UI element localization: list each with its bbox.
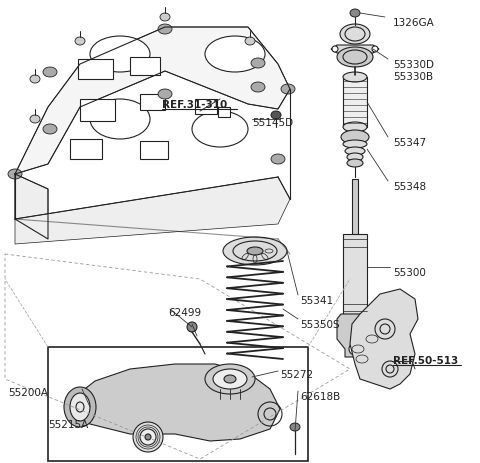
Ellipse shape — [271, 155, 285, 165]
Bar — [343, 234, 367, 314]
Ellipse shape — [343, 141, 367, 149]
Text: 55272: 55272 — [280, 369, 313, 379]
Ellipse shape — [245, 38, 255, 46]
Ellipse shape — [223, 238, 287, 265]
Ellipse shape — [224, 375, 236, 383]
Ellipse shape — [158, 90, 172, 100]
Ellipse shape — [251, 59, 265, 69]
Ellipse shape — [205, 37, 265, 73]
Ellipse shape — [345, 148, 365, 156]
Ellipse shape — [356, 355, 368, 363]
Text: 55330D: 55330D — [393, 60, 434, 70]
Ellipse shape — [247, 247, 263, 256]
Ellipse shape — [43, 68, 57, 78]
Ellipse shape — [160, 14, 170, 22]
Ellipse shape — [64, 387, 96, 427]
Text: REF.50-513: REF.50-513 — [393, 355, 458, 365]
Text: 55347: 55347 — [393, 138, 426, 148]
Text: 55300: 55300 — [393, 268, 426, 277]
Bar — [343, 78, 367, 128]
Text: 62618B: 62618B — [300, 391, 340, 401]
Bar — [80, 100, 115, 122]
Bar — [195, 100, 217, 115]
Ellipse shape — [75, 38, 85, 46]
Bar — [48, 347, 308, 461]
Ellipse shape — [145, 434, 151, 440]
Bar — [140, 95, 165, 111]
Text: 55145D: 55145D — [252, 118, 293, 128]
Ellipse shape — [290, 423, 300, 431]
Polygon shape — [337, 314, 373, 357]
Text: 55341: 55341 — [300, 295, 333, 305]
Polygon shape — [331, 46, 379, 54]
Text: 62499: 62499 — [168, 307, 201, 317]
Text: 55215A: 55215A — [48, 419, 88, 429]
Ellipse shape — [347, 154, 363, 162]
Ellipse shape — [340, 25, 370, 45]
Ellipse shape — [343, 123, 367, 133]
Ellipse shape — [43, 125, 57, 135]
Polygon shape — [15, 28, 290, 175]
Polygon shape — [15, 178, 290, 244]
Ellipse shape — [251, 83, 265, 93]
Ellipse shape — [140, 429, 156, 445]
Polygon shape — [15, 175, 48, 239]
Ellipse shape — [205, 364, 255, 394]
Ellipse shape — [350, 10, 360, 18]
Text: 1326GA: 1326GA — [393, 18, 435, 28]
Ellipse shape — [372, 47, 378, 53]
Ellipse shape — [70, 393, 90, 421]
Ellipse shape — [213, 369, 247, 389]
Ellipse shape — [30, 116, 40, 124]
Ellipse shape — [90, 100, 150, 140]
Ellipse shape — [352, 345, 364, 353]
Polygon shape — [72, 364, 280, 441]
Bar — [218, 108, 230, 118]
Ellipse shape — [343, 73, 367, 83]
Ellipse shape — [192, 112, 248, 148]
Ellipse shape — [341, 131, 369, 144]
Polygon shape — [350, 289, 418, 389]
Ellipse shape — [187, 322, 197, 332]
Bar — [78, 60, 113, 80]
Ellipse shape — [133, 422, 163, 452]
Bar — [140, 142, 168, 160]
Ellipse shape — [366, 335, 378, 343]
Ellipse shape — [30, 76, 40, 84]
Bar — [352, 180, 358, 234]
Ellipse shape — [337, 48, 373, 68]
Ellipse shape — [347, 160, 363, 168]
Text: 55330B: 55330B — [393, 72, 433, 82]
Bar — [130, 58, 160, 76]
Text: 55348: 55348 — [393, 181, 426, 192]
Text: 55200A: 55200A — [8, 387, 48, 397]
Ellipse shape — [8, 169, 22, 180]
Ellipse shape — [349, 343, 361, 355]
Ellipse shape — [158, 25, 172, 35]
Text: 55350S: 55350S — [300, 319, 340, 329]
Ellipse shape — [281, 85, 295, 95]
Ellipse shape — [271, 112, 281, 120]
Bar — [70, 140, 102, 160]
Text: REF.31-310: REF.31-310 — [162, 100, 227, 110]
Ellipse shape — [90, 37, 150, 73]
Ellipse shape — [352, 346, 358, 352]
Ellipse shape — [332, 47, 338, 53]
